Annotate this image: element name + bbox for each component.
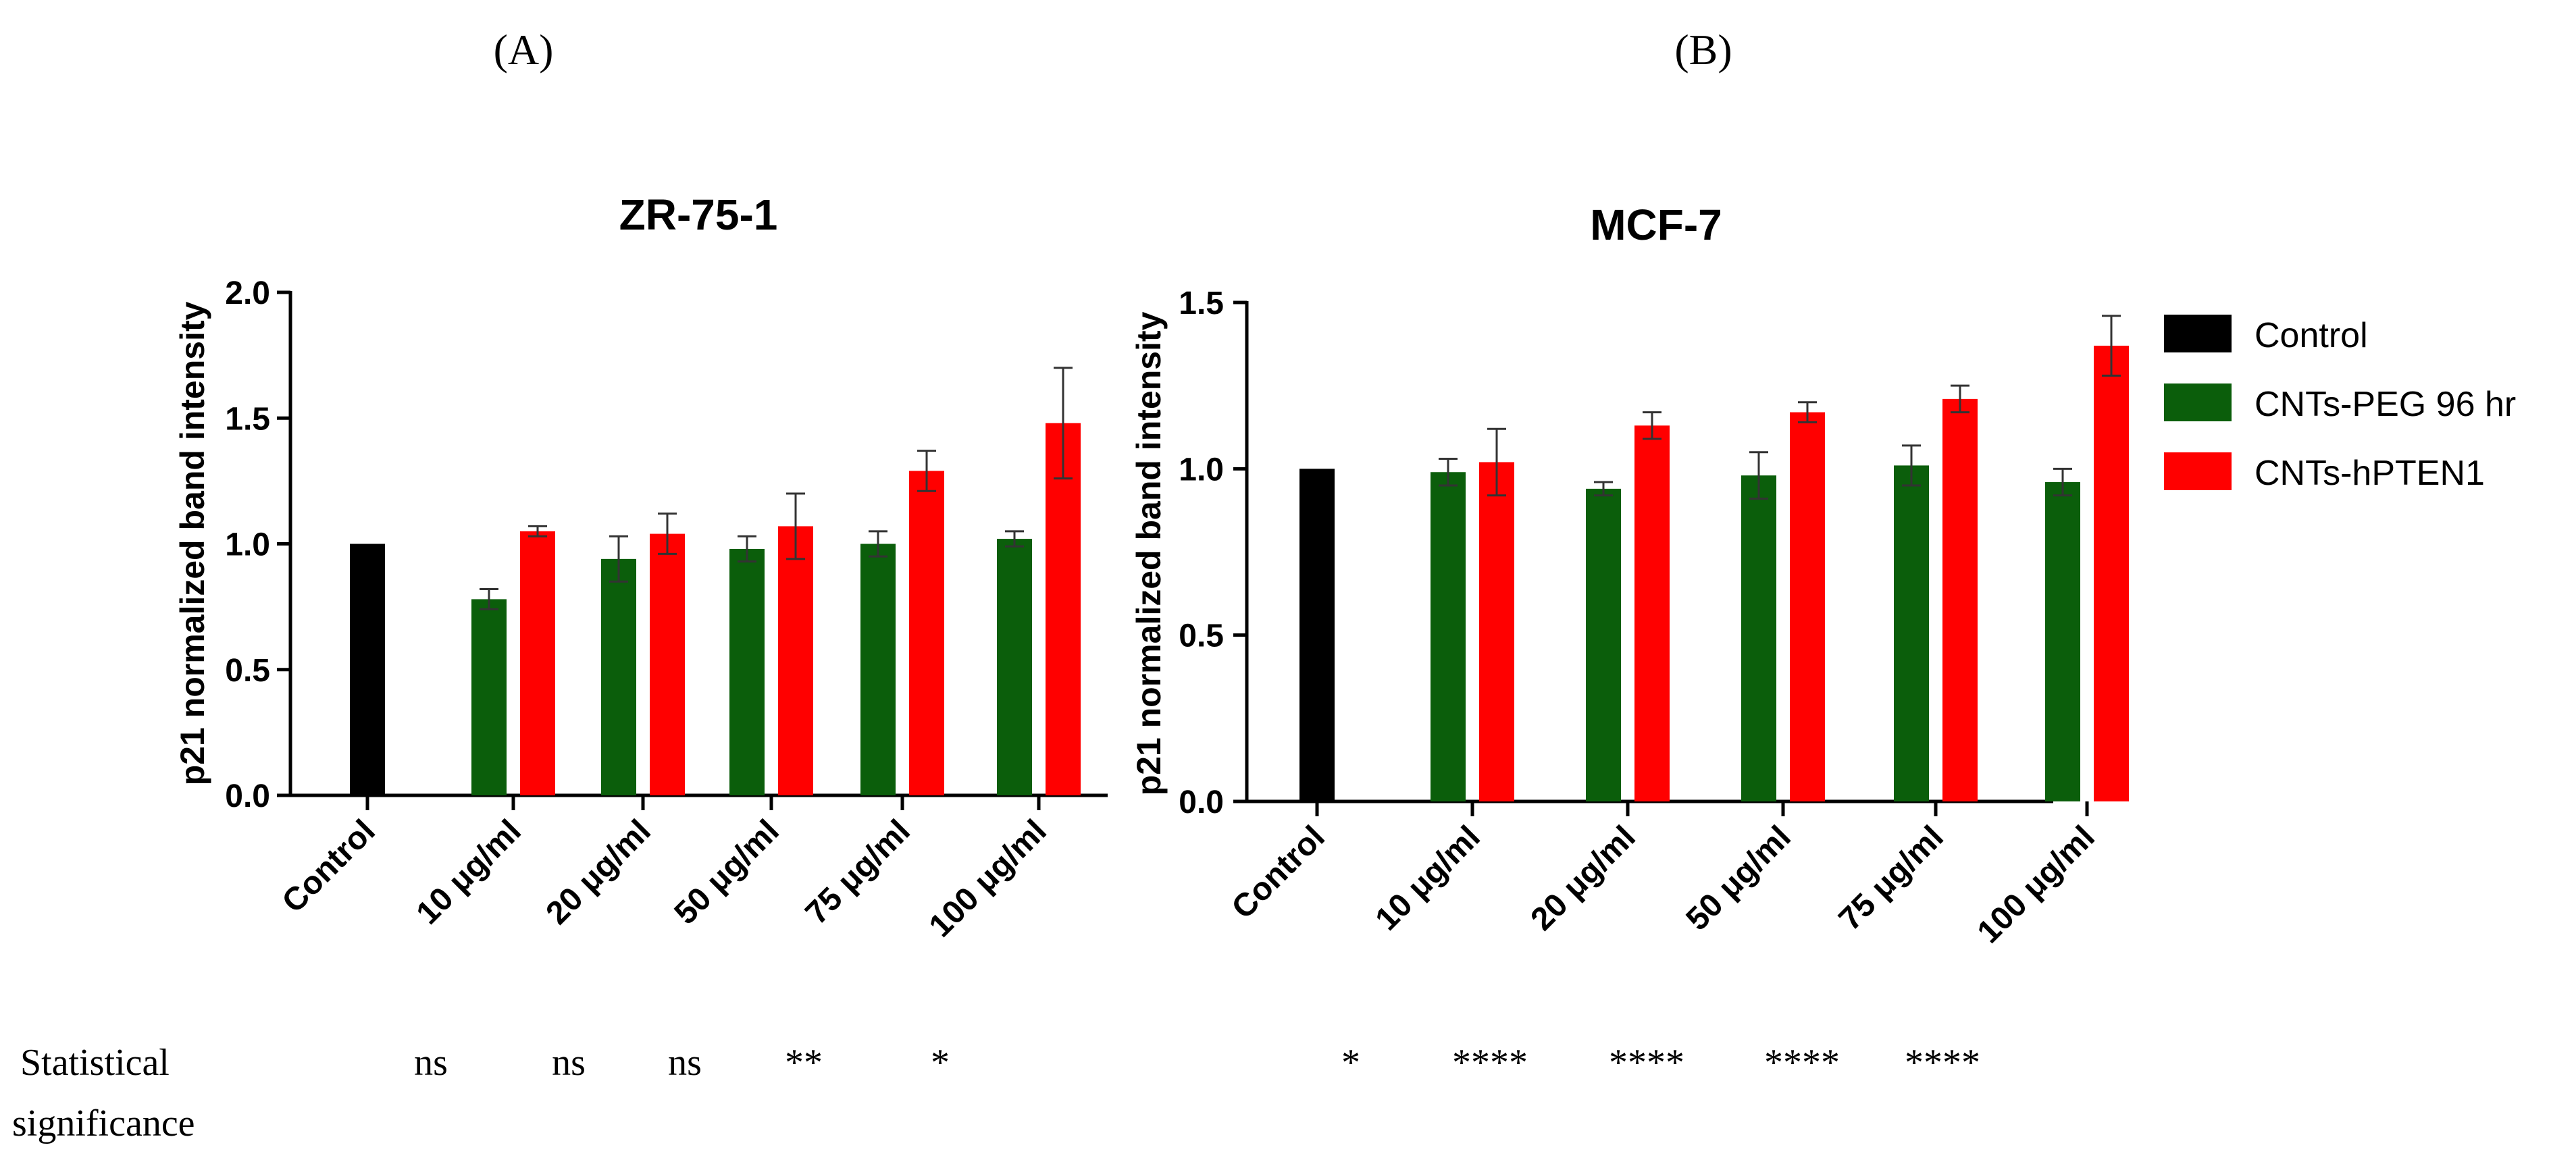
- significance-a-50: ns: [668, 1042, 702, 1084]
- bar-a-cnts-hpten1-10-g-ml: [520, 531, 555, 795]
- bar-b-cnts-peg-96-hr-20-g-ml: [1586, 488, 1621, 801]
- x-tick-label-a-100-g-ml: 100 μg/ml: [923, 813, 1054, 944]
- significance-b-50: ****: [1609, 1042, 1684, 1084]
- chart-zr-75-1: ZR-75-1 p21 normalized band intensity 0.0 0…: [174, 190, 1108, 944]
- bar-b-control-control: [1299, 469, 1335, 801]
- bar-b-cnts-hpten1-75-g-ml: [1942, 398, 1978, 801]
- y-tick-label-b: 0.5: [1179, 618, 1224, 654]
- significance-b-10: *: [1341, 1042, 1360, 1084]
- y-tick-label-b: 1.0: [1179, 452, 1224, 487]
- x-tick-label-a-50-g-ml: 50 μg/ml: [668, 813, 786, 931]
- legend-swatch-control: [2164, 315, 2232, 352]
- bar-a-cnts-peg-96-hr-10-g-ml: [471, 599, 507, 795]
- bar-a-cnts-peg-96-hr-75-g-ml: [860, 544, 896, 795]
- bar-a-cnts-hpten1-75-g-ml: [909, 471, 944, 795]
- legend-label-cnts-hpten1: CNTs-hPTEN1: [2255, 454, 2485, 493]
- significance-row: Statistical significance ns ns ns ** * *…: [12, 1042, 1980, 1144]
- x-tick-label-b-10-g-ml: 10 μg/ml: [1369, 819, 1487, 937]
- bar-b-cnts-hpten1-50-g-ml: [1790, 412, 1825, 801]
- y-tick-label-a: 2.0: [225, 275, 270, 311]
- y-tick-label-a: 1.0: [225, 527, 270, 563]
- legend: Control CNTs-PEG 96 hr CNTs-hPTEN1: [2164, 315, 2516, 493]
- bar-a-control-control: [350, 544, 385, 795]
- x-tick-label-a-75-g-ml: 75 μg/ml: [799, 813, 917, 931]
- y-tick-label-b: 1.5: [1179, 286, 1224, 321]
- bar-a-cnts-peg-96-hr-100-g-ml: [997, 539, 1032, 795]
- chart-mcf-7: MCF-7 p21 normalized band intensity 0.0 0.5…: [1130, 201, 2129, 950]
- x-tick-label-b-20-g-ml: 20 μg/ml: [1524, 819, 1643, 937]
- significance-a-10: ns: [414, 1042, 448, 1084]
- bar-a-cnts-hpten1-50-g-ml: [778, 526, 813, 795]
- bar-a-cnts-hpten1-100-g-ml: [1046, 423, 1081, 795]
- bar-b-cnts-peg-96-hr-75-g-ml: [1894, 465, 1929, 801]
- significance-a-75: **: [785, 1042, 823, 1084]
- y-tick-label-b: 0.0: [1179, 785, 1224, 820]
- x-tick-label-a-10-g-ml: 10 μg/ml: [410, 813, 528, 931]
- significance-b-75: ****: [1764, 1042, 1840, 1084]
- panel-label-b: (B): [1674, 26, 1732, 74]
- significance-b-100: ****: [1905, 1042, 1980, 1084]
- bar-b-cnts-peg-96-hr-50-g-ml: [1741, 475, 1776, 801]
- y-tick-label-a: 0.0: [225, 778, 270, 814]
- bar-a-cnts-hpten1-20-g-ml: [650, 533, 685, 795]
- significance-a-100: *: [931, 1042, 950, 1084]
- y-tick-label-a: 0.5: [225, 653, 270, 689]
- x-tick-label-a-control: Control: [276, 813, 382, 920]
- bar-a-cnts-peg-96-hr-50-g-ml: [729, 548, 765, 795]
- x-tick-label-b-75-g-ml: 75 μg/ml: [1832, 819, 1951, 937]
- y-tick-label-a: 1.5: [225, 401, 270, 437]
- y-axis-label-a: p21 normalized band intensity: [174, 301, 211, 785]
- significance-a-20: ns: [552, 1042, 586, 1084]
- legend-label-control: Control: [2255, 316, 2368, 355]
- legend-swatch-cnts-hpten1: [2164, 452, 2232, 490]
- y-axis-label-b: p21 normalized band intensity: [1130, 311, 1168, 795]
- bar-a-cnts-peg-96-hr-20-g-ml: [601, 558, 636, 795]
- legend-swatch-cnts-peg: [2164, 383, 2232, 421]
- x-tick-label-b-control: Control: [1225, 819, 1332, 926]
- bar-b-cnts-hpten1-10-g-ml: [1479, 462, 1514, 801]
- bar-b-cnts-hpten1-100-g-ml: [2094, 346, 2129, 801]
- chart-title-a: ZR-75-1: [619, 190, 778, 239]
- bar-b-cnts-peg-96-hr-10-g-ml: [1431, 472, 1466, 801]
- significance-label-line1: Statistical: [20, 1042, 170, 1084]
- bar-b-cnts-peg-96-hr-100-g-ml: [2045, 482, 2080, 801]
- x-tick-label-b-50-g-ml: 50 μg/ml: [1680, 819, 1798, 937]
- legend-label-cnts-peg: CNTs-PEG 96 hr: [2255, 385, 2516, 424]
- significance-label-line2: significance: [12, 1103, 195, 1144]
- panel-label-a: (A): [494, 26, 554, 74]
- x-tick-label-b-100-g-ml: 100 μg/ml: [1971, 819, 2102, 950]
- chart-title-b: MCF-7: [1590, 201, 1722, 249]
- bar-b-cnts-hpten1-20-g-ml: [1634, 425, 1670, 801]
- significance-b-20: ****: [1452, 1042, 1528, 1084]
- x-tick-label-a-20-g-ml: 20 μg/ml: [540, 813, 658, 931]
